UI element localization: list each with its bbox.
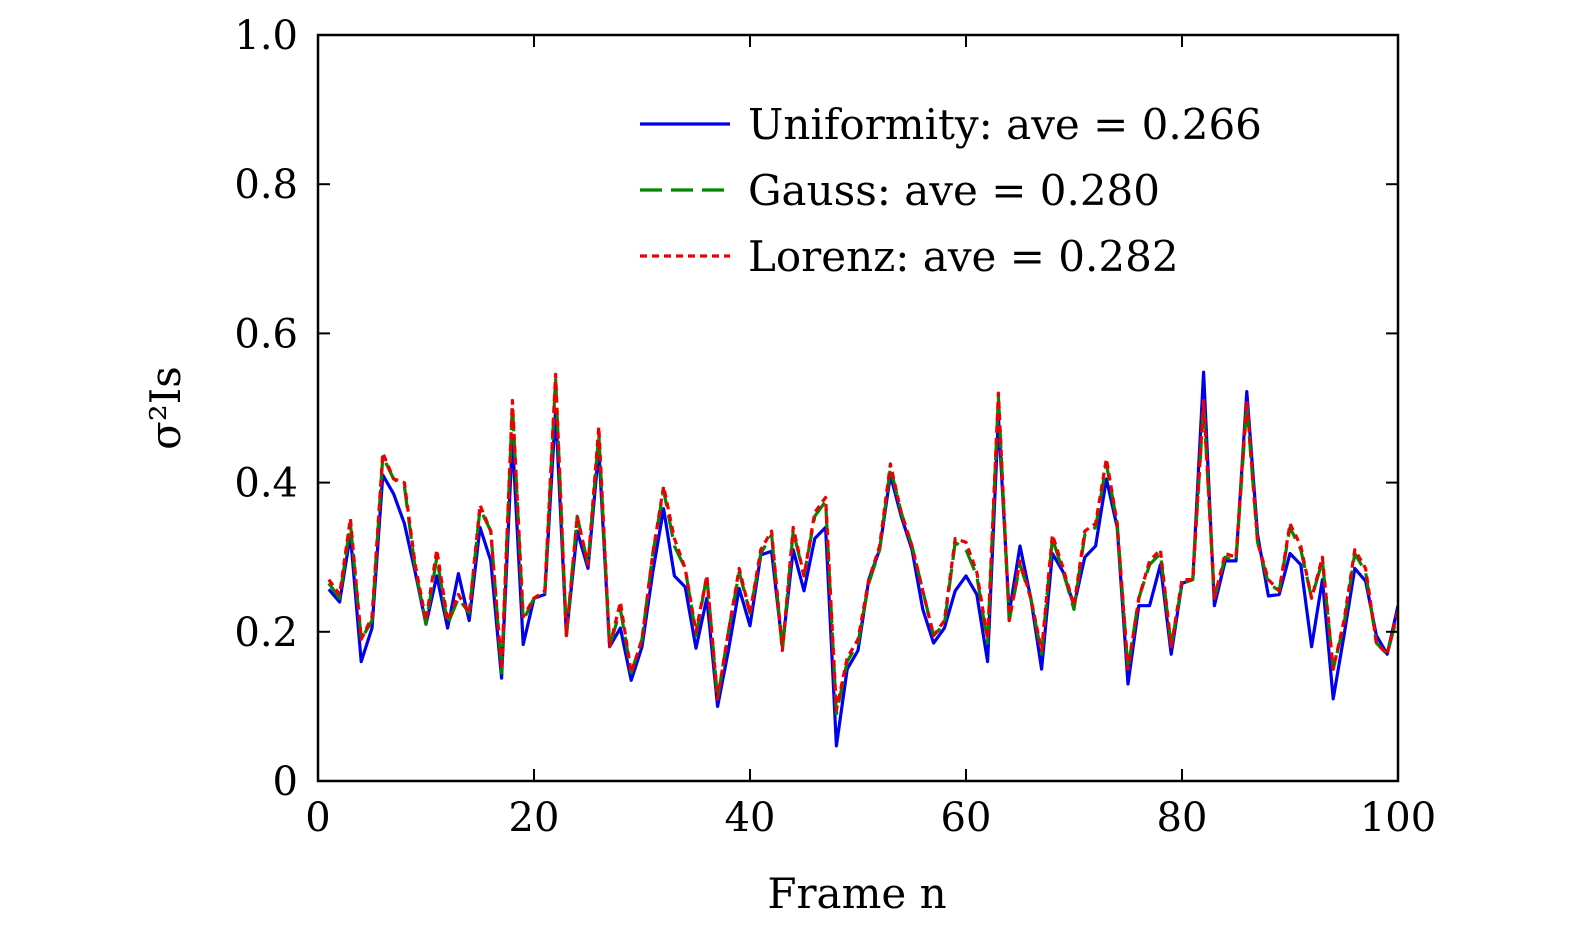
y-axis-label-text: σ²Is: [141, 366, 190, 450]
x-tick-label: 0: [305, 795, 330, 841]
x-tick-label: 40: [725, 795, 776, 841]
series-line-3: [327, 372, 1398, 712]
y-axis-label: σ²Is: [141, 366, 190, 450]
x-tick-label: 20: [509, 795, 560, 841]
y-tick-label: 0.2: [234, 610, 298, 656]
series-line-1: [327, 370, 1398, 748]
x-tick-label: 80: [1157, 795, 1208, 841]
x-axis-label-text: Frame n: [767, 869, 946, 918]
ticks-layer: 0 20 40 60 80 100 0 0.2 0.4 0.6 0.8 1.0: [234, 13, 1436, 841]
plot-frame: [316, 33, 1400, 783]
x-axis-label: Frame n: [767, 869, 946, 918]
series-layer: [327, 370, 1398, 748]
legend-entry-2: Gauss: ave = 0.280: [748, 166, 1160, 215]
y-tick-label: 0: [273, 759, 298, 805]
legend: Uniformity: ave = 0.266 Gauss: ave = 0.28…: [640, 100, 1262, 281]
x-tick-label: 60: [941, 795, 992, 841]
x-tick-label: 100: [1360, 795, 1436, 841]
legend-entry-1: Uniformity: ave = 0.266: [748, 100, 1262, 149]
y-tick-label: 0.4: [234, 461, 298, 507]
y-tick-label: 0.6: [234, 311, 298, 357]
legend-entry-3: Lorenz: ave = 0.282: [748, 232, 1179, 281]
series-line-2: [327, 376, 1398, 716]
y-tick-label: 0.8: [234, 162, 298, 208]
y-tick-label: 1.0: [234, 13, 298, 59]
